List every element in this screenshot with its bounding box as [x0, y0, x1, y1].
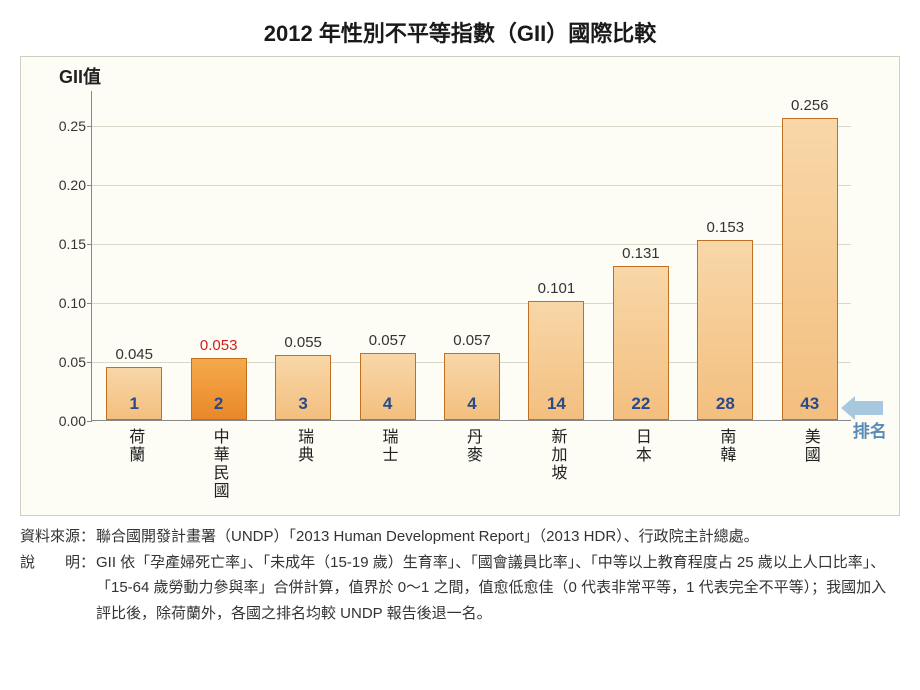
bar-rank-label: 4	[383, 394, 392, 414]
grid-line	[92, 126, 851, 127]
bar-rank-label: 14	[547, 394, 566, 414]
note-label: 說 明：	[20, 550, 96, 627]
bar-value-label: 0.256	[791, 97, 829, 114]
x-category-label: 南韓	[713, 428, 737, 464]
bar-value-label: 0.131	[622, 245, 660, 262]
note-text: GII 依「孕產婦死亡率」、「未成年（15-19 歲）生育率」、「國會議員比率」…	[96, 550, 900, 627]
x-category-label: 中華民國	[207, 428, 231, 500]
bar-value-label: 0.153	[707, 219, 745, 236]
x-category-label: 丹麥	[460, 428, 484, 464]
rank-legend: 排名	[853, 397, 899, 442]
ytick-label: 0.15	[59, 236, 92, 252]
x-category-label: 新加坡	[544, 428, 568, 482]
source-text: 聯合國開發計畫署（UNDP）「2013 Human Development Re…	[96, 524, 900, 550]
bar-group: 0.0574丹麥	[444, 353, 500, 420]
bar-group: 0.10114新加坡	[528, 301, 584, 420]
bar-group: 0.0532中華民國	[191, 358, 247, 420]
bar-group: 0.15328南韓	[697, 240, 753, 420]
bar-value-label: 0.101	[538, 280, 576, 297]
rank-legend-text: 排名	[853, 422, 887, 441]
ytick-label: 0.00	[59, 413, 92, 429]
chart-area: GII值 0.000.050.100.150.200.250.0451荷蘭0.0…	[20, 56, 900, 516]
ytick-label: 0.20	[59, 177, 92, 193]
ytick-label: 0.05	[59, 354, 92, 370]
bar-value-label: 0.057	[369, 332, 407, 349]
x-category-label: 瑞士	[376, 428, 400, 464]
grid-line	[92, 185, 851, 186]
x-category-label: 美國	[798, 428, 822, 464]
bar-group: 0.13122日本	[613, 266, 669, 420]
bar-rank-label: 1	[129, 394, 138, 414]
plot-region: 0.000.050.100.150.200.250.0451荷蘭0.0532中華…	[91, 91, 851, 421]
bar-value-label: 0.055	[284, 334, 322, 351]
bar-group: 0.0451荷蘭	[106, 367, 162, 420]
bar-value-label: 0.053	[200, 337, 238, 354]
bar	[782, 118, 838, 420]
bar-group: 0.25643美國	[782, 118, 838, 420]
x-category-label: 日本	[629, 428, 653, 464]
bar-rank-label: 28	[716, 394, 735, 414]
x-category-label: 荷蘭	[122, 428, 146, 464]
bar-group: 0.0553瑞典	[275, 355, 331, 420]
bar-rank-label: 2	[214, 394, 223, 414]
bar-value-label: 0.045	[115, 346, 153, 363]
bar-rank-label: 22	[631, 394, 650, 414]
footnotes: 資料來源： 聯合國開發計畫署（UNDP）「2013 Human Developm…	[20, 524, 900, 626]
arrow-left-icon	[853, 401, 883, 415]
bar-rank-label: 4	[467, 394, 476, 414]
chart-title: 2012 年性別不平等指數（GII）國際比較	[0, 0, 920, 54]
bar-rank-label: 3	[298, 394, 307, 414]
bar-group: 0.0574瑞士	[360, 353, 416, 420]
bar-rank-label: 43	[800, 394, 819, 414]
ytick-label: 0.10	[59, 295, 92, 311]
y-axis-title: GII值	[59, 63, 101, 89]
bar-value-label: 0.057	[453, 332, 491, 349]
bar	[697, 240, 753, 420]
x-category-label: 瑞典	[291, 428, 315, 464]
source-label: 資料來源：	[20, 524, 96, 550]
ytick-label: 0.25	[59, 118, 92, 134]
